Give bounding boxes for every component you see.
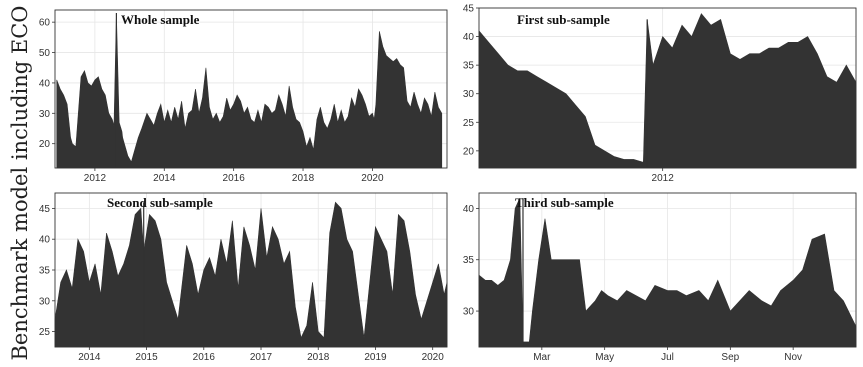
y-tick-label: 30 <box>39 109 51 120</box>
y-tick-label: 50 <box>39 48 51 59</box>
y-tick-label: 20 <box>463 146 475 157</box>
y-tick-label: 30 <box>463 307 475 318</box>
x-tick-label: 2012 <box>84 173 107 184</box>
area-series <box>478 198 857 348</box>
x-tick-label: Jul <box>661 352 674 363</box>
y-tick-label: 40 <box>39 235 51 246</box>
y-tick-label: 25 <box>463 118 475 129</box>
x-tick-label: 2019 <box>364 352 387 363</box>
chart-panel-3: 25 30 35 40 45 2014 2015 2016 2017 2018 2019 2020 Se… <box>39 192 448 363</box>
x-tick-label: 2014 <box>153 173 176 184</box>
panel-title: Second sub-sample <box>107 195 213 210</box>
panel-title: First sub-sample <box>517 12 610 27</box>
chart-panel-1: 20 30 40 50 60 2012 2014 2016 2018 2020 Whole samp… <box>39 9 448 184</box>
x-tick-label: 2012 <box>652 173 675 184</box>
y-tick-label: 35 <box>463 255 475 266</box>
x-tick-label: Sep <box>721 352 739 363</box>
plot-frame <box>478 7 857 169</box>
y-tick-label: 60 <box>39 18 51 29</box>
y-tick-label: 25 <box>39 327 51 338</box>
x-tick-label: 2015 <box>135 352 158 363</box>
y-tick-label: 45 <box>463 4 475 15</box>
x-tick-label: 2017 <box>250 352 273 363</box>
area-series <box>56 13 443 169</box>
chart-panel-4: 30 35 40 Mar May Jul Sep Nov Third sub-sample <box>463 192 857 363</box>
y-tick-label: 45 <box>39 204 51 215</box>
x-tick-label: Mar <box>533 352 551 363</box>
x-tick-label: 2018 <box>307 352 330 363</box>
x-tick-label: 2018 <box>292 173 315 184</box>
y-tick-label: 40 <box>463 32 475 43</box>
plot-frame <box>54 9 448 169</box>
x-tick-label: May <box>595 352 614 363</box>
x-tick-label: 2020 <box>422 352 445 363</box>
y-tick-label: 30 <box>463 89 475 100</box>
panel-title: Third sub-sample <box>515 195 614 210</box>
y-tick-label: 35 <box>39 266 51 277</box>
y-tick-label: 20 <box>39 139 51 150</box>
x-tick-label: Nov <box>784 352 802 363</box>
chart-panel-2: 20 25 30 35 40 45 2012 First sub-sample <box>463 4 857 184</box>
y-tick-label: 30 <box>39 296 51 307</box>
x-tick-label: 2014 <box>78 352 101 363</box>
x-tick-label: 2016 <box>193 352 216 363</box>
y-tick-label: 40 <box>463 204 475 215</box>
y-tick-label: 35 <box>463 61 475 72</box>
y-tick-label: 40 <box>39 78 51 89</box>
area-series <box>478 13 857 169</box>
x-tick-label: 2016 <box>223 173 246 184</box>
area-series <box>54 201 448 348</box>
panel-title: Whole sample <box>121 12 200 27</box>
x-tick-label: 2020 <box>361 173 384 184</box>
